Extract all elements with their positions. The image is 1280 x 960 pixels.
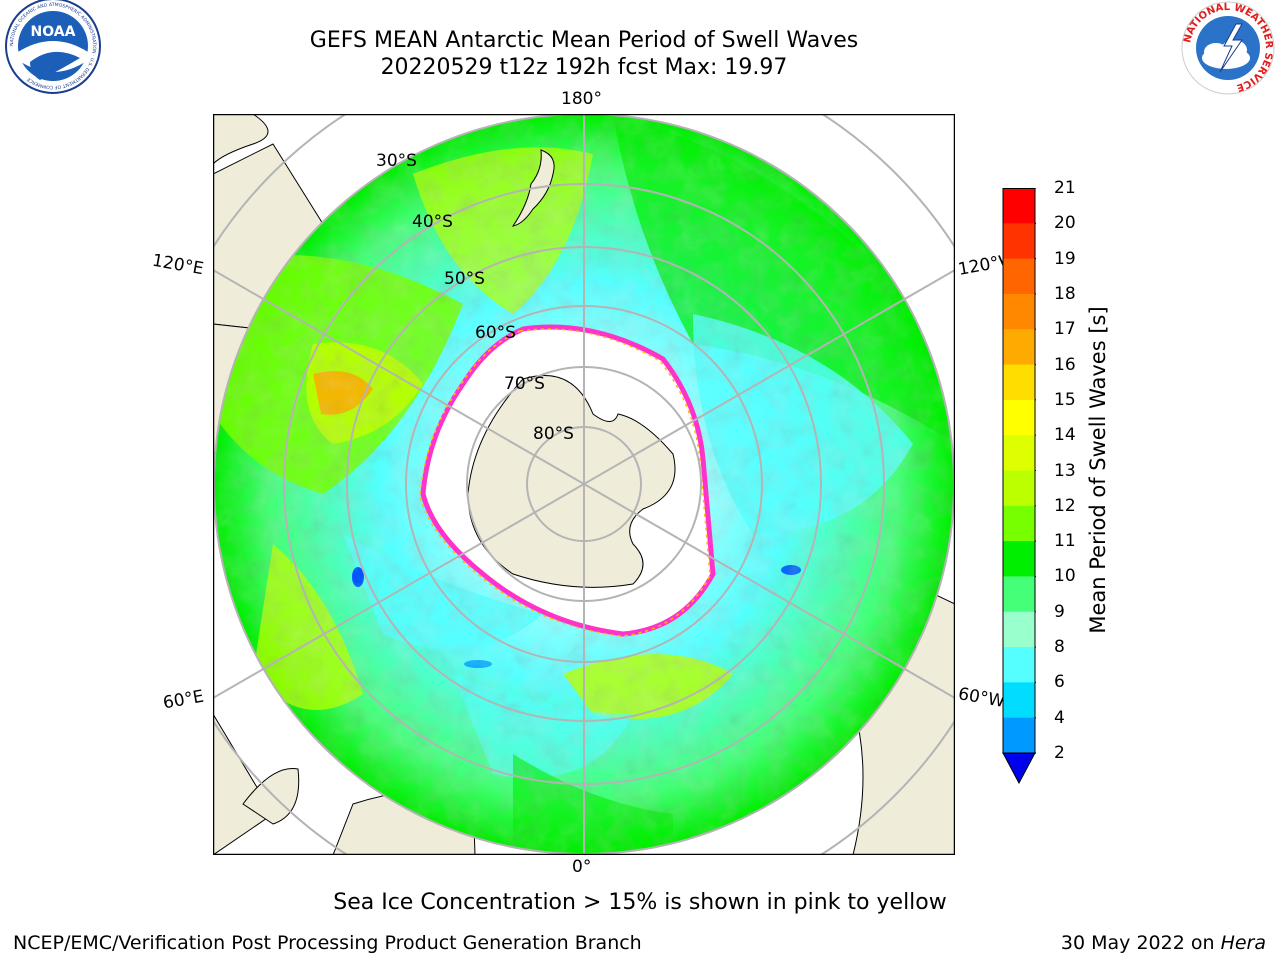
colorbar-tick-label: 15 (1054, 389, 1076, 410)
colorbar-bin (1003, 329, 1035, 366)
colorbar-tick-label: 10 (1054, 566, 1076, 587)
lat-label-70s: 70°S (504, 374, 545, 394)
colorbar-bin (1003, 188, 1035, 224)
footer-date: 30 May 2022 on Hera (1061, 932, 1266, 954)
colorbar-tick-label: 21 (1054, 178, 1076, 198)
colorbar-bin (1003, 505, 1035, 542)
colorbar-tick-label: 17 (1054, 319, 1076, 340)
colorbar-bin (1003, 647, 1035, 683)
colorbar-bin (1003, 576, 1035, 613)
lat-label-50s: 50°S (444, 269, 485, 289)
lon-label-0: 0° (572, 857, 592, 877)
colorbar-bin (1003, 717, 1035, 754)
colorbar-tick-label: 4 (1054, 707, 1065, 728)
lon-label-120e: 120°E (150, 250, 206, 280)
colorbar-extend-triangle (1002, 752, 1036, 785)
lon-label-60e: 60°E (161, 686, 206, 714)
colorbar-tick-label: 18 (1054, 283, 1076, 304)
footer-machine: Hera (1220, 932, 1266, 954)
colorbar-bin (1003, 435, 1035, 471)
colorbar-graphic (1002, 187, 1036, 785)
colorbar-tick-label: 9 (1054, 601, 1065, 622)
colorbar-bin (1003, 611, 1035, 648)
lon-label-60w: 60°W (956, 684, 1007, 712)
colorbar-bin (1003, 682, 1035, 719)
lat-label-40s: 40°S (412, 212, 453, 232)
colorbar-bin (1003, 399, 1035, 436)
colorbar-tick-label: 2 (1054, 743, 1065, 763)
colorbar-tick-label: 20 (1054, 213, 1076, 234)
colorbar-tick-label: 6 (1054, 672, 1065, 693)
footer-date-text: 30 May 2022 on (1060, 932, 1215, 954)
colorbar-bin (1003, 364, 1035, 401)
lat-label-80s: 80°S (533, 424, 574, 444)
colorbar-bin (1003, 258, 1035, 295)
lat-label-60s: 60°S (475, 323, 516, 343)
colorbar-bin (1003, 293, 1035, 330)
polar-map (212, 113, 956, 856)
noaa-logo-text: NOAA (31, 24, 76, 40)
sea-ice-note: Sea Ice Concentration > 15% is shown in … (333, 890, 947, 915)
colorbar-tick-label: 19 (1054, 248, 1076, 269)
colorbar-label: Mean Period of Swell Waves [s] (1086, 306, 1110, 634)
lat-label-30s: 30°S (376, 151, 417, 171)
nws-logo: NATIONAL WEATHER SERVICE (1176, 0, 1280, 100)
colorbar-ticks: 21 20 19 18 17 16 15 14 13 12 11 10 9 8 6 4 2 (1048, 178, 1088, 778)
colorbar-bin (1003, 223, 1035, 260)
map-frame (212, 113, 956, 856)
colorbar-tick-label: 13 (1054, 460, 1076, 481)
map-title: GEFS MEAN Antarctic Mean Period of Swell… (309, 28, 859, 53)
footer-branch: NCEP/EMC/Verification Post Processing Pr… (13, 932, 642, 954)
colorbar-bin (1003, 541, 1035, 577)
colorbar-tick-label: 14 (1054, 425, 1076, 446)
map-subtitle: 20220529 t12z 192h fcst Max: 19.97 (380, 55, 788, 80)
colorbar-bin (1003, 470, 1035, 507)
noaa-logo: NOAA NATIONAL OCEANIC AND ATMOSPHERIC AD… (0, 0, 106, 100)
colorbar (1002, 187, 1036, 785)
colorbar-tick-label: 16 (1054, 354, 1076, 375)
lon-label-180: 180° (561, 89, 602, 109)
colorbar-tick-label: 12 (1054, 495, 1076, 516)
colorbar-tick-label: 11 (1054, 531, 1076, 552)
colorbar-tick-label: 8 (1054, 637, 1065, 658)
